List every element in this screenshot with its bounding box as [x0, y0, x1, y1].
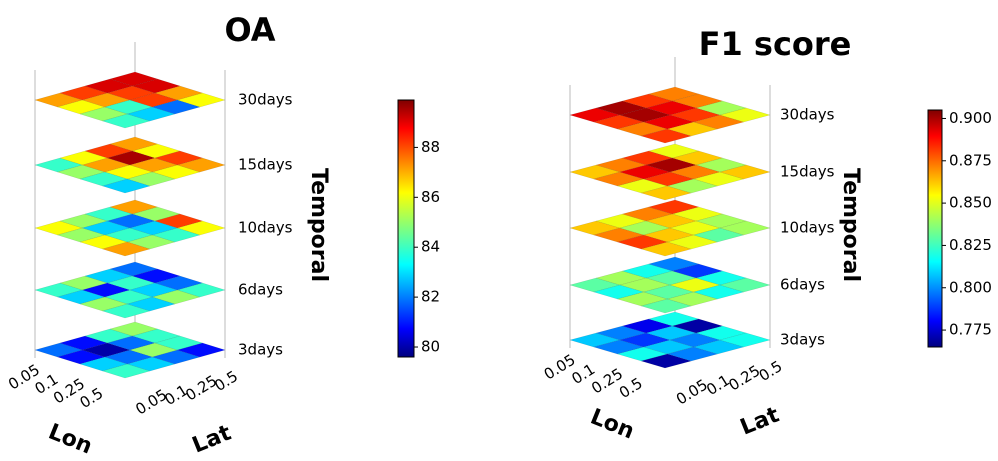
- z-tick-label: 10days: [238, 219, 293, 237]
- x-axis-label: Lon: [45, 420, 96, 460]
- colorbar-tick-label: 0.825: [949, 236, 992, 254]
- y-tick-label: 0.25: [182, 372, 220, 405]
- colorbar-tick-label: 0.850: [949, 194, 992, 212]
- y-axis-label: Lat: [189, 420, 235, 458]
- heat-cell: [719, 332, 771, 348]
- heat-cell: [719, 164, 771, 180]
- y-tick-label: 0.5: [756, 357, 786, 385]
- y-tick-label: 0.5: [211, 367, 241, 395]
- y-axis-label: Lat: [737, 402, 783, 440]
- heat-cell: [176, 92, 226, 108]
- z-tick-label: 30days: [780, 106, 835, 124]
- colorbar-tick-label: 0.875: [949, 151, 992, 169]
- heat-cell: [719, 220, 771, 236]
- colorbar-tick-label: 86: [421, 188, 440, 206]
- chart-title: F1 score: [699, 25, 852, 63]
- z-tick-label: 6days: [780, 276, 825, 294]
- y-tick-label: 0.05: [132, 386, 170, 419]
- colorbar-tick-label: 88: [421, 138, 440, 156]
- panel: F1 score 3days 6days 10days 15days 30days 0.05…: [541, 25, 992, 445]
- z-tick-label: 15days: [238, 156, 293, 174]
- y-tick-label: 0.05: [673, 376, 711, 409]
- heat-cell: [719, 107, 771, 123]
- colorbar-tick-label: 80: [421, 338, 440, 356]
- z-tick-label: 3days: [780, 331, 825, 349]
- heat-cell: [176, 282, 226, 298]
- z-axis-label: Temporal: [306, 168, 331, 282]
- heat-cell: [719, 277, 771, 293]
- colorbar-tick-label: 84: [421, 238, 440, 256]
- z-tick-label: 15days: [780, 163, 835, 181]
- colorbar-tick-label: 0.900: [949, 109, 992, 127]
- heat-cell: [176, 220, 226, 236]
- colorbar: [927, 109, 943, 348]
- heat-cell: [176, 342, 226, 358]
- colorbar-tick-label: 0.775: [949, 321, 992, 339]
- x-axis-label: Lon: [587, 405, 638, 445]
- z-tick-label: 3days: [238, 341, 283, 359]
- z-tick-label: 10days: [780, 219, 835, 237]
- z-tick-label: 30days: [238, 91, 293, 109]
- y-tick-label: 0.25: [725, 362, 763, 395]
- z-axis-label: Temporal: [838, 168, 863, 282]
- panel: OA3days6days10days15days30days0.050.10.2…: [5, 11, 440, 460]
- heat-cell: [176, 157, 226, 173]
- colorbar-tick-label: 0.800: [949, 278, 992, 296]
- colorbar: [397, 99, 415, 358]
- colorbar-tick-label: 82: [421, 288, 440, 306]
- chart-title: OA: [224, 11, 275, 49]
- z-tick-label: 6days: [238, 281, 283, 299]
